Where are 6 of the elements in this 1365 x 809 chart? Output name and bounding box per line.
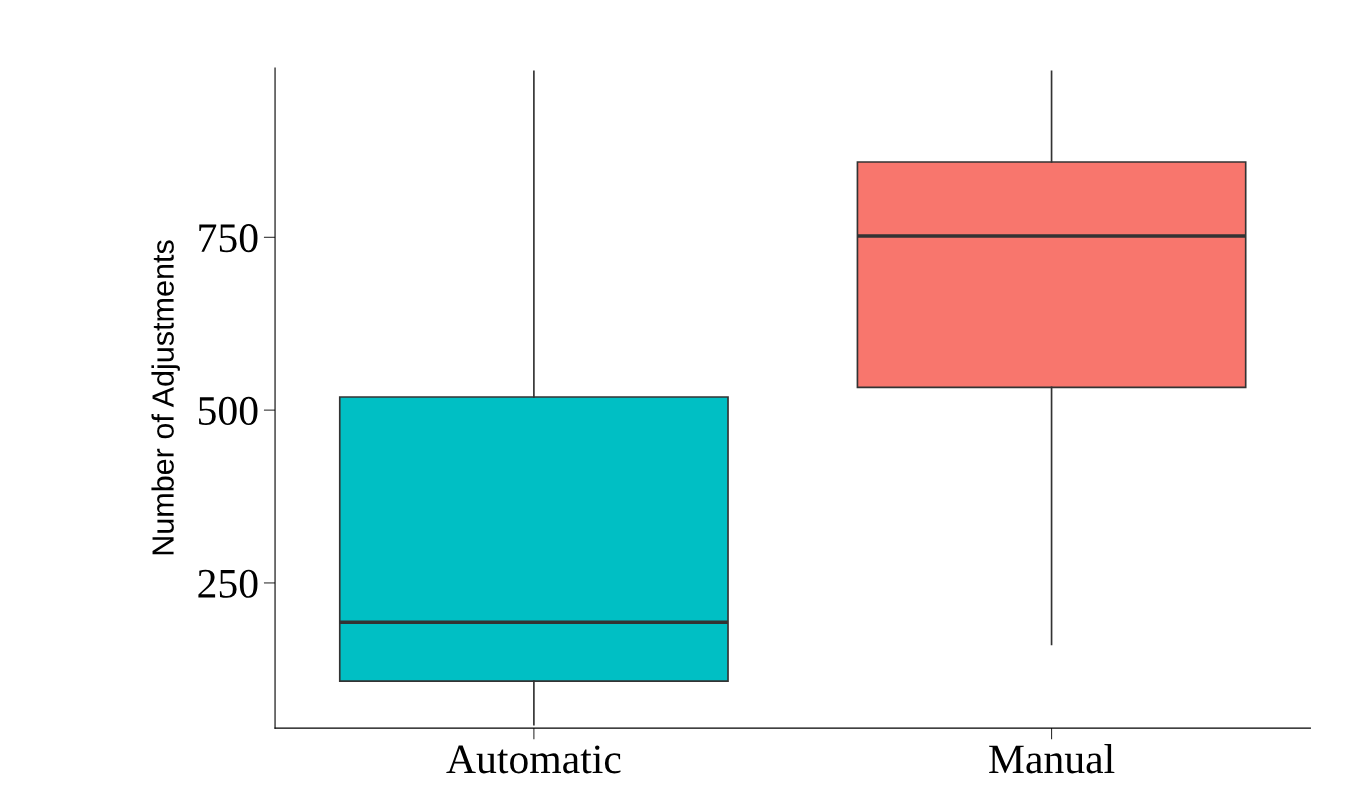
x-tick-label: Manual (989, 744, 1115, 774)
x-tick-label: Automatic (446, 745, 621, 774)
y-tick-label: 500 (199, 396, 258, 425)
y-tick-label: 750 (199, 224, 258, 253)
y-axis-title: Number of Adjustments (151, 240, 180, 555)
y-tick-label: 250 (198, 569, 258, 598)
